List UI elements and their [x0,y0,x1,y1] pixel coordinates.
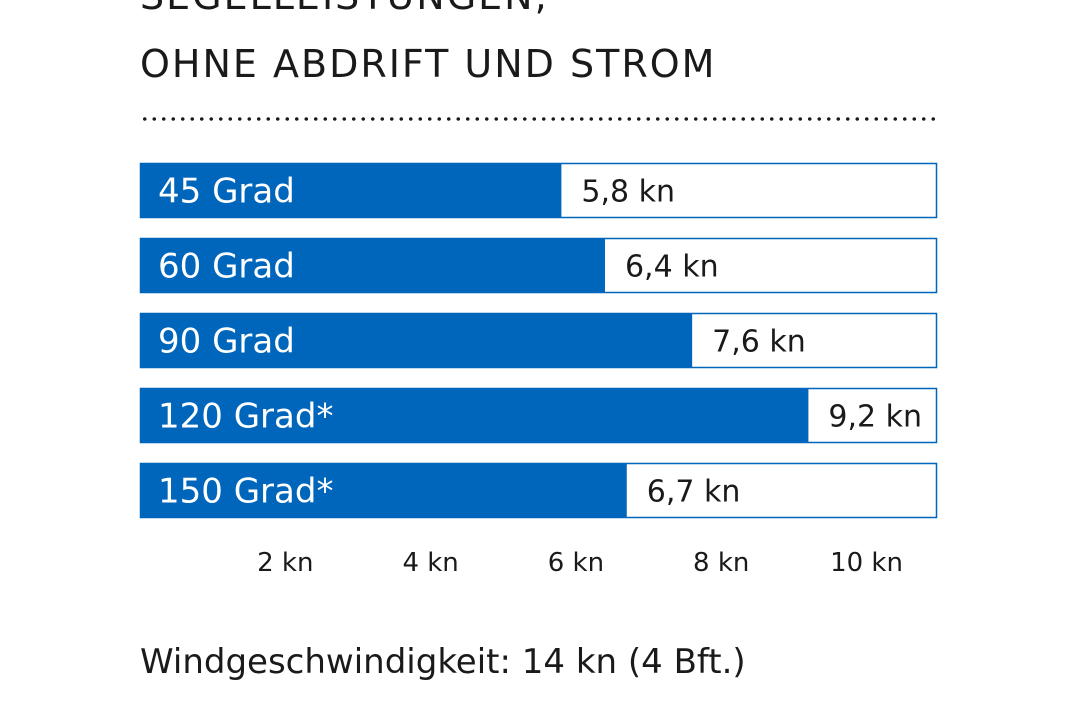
value-label: 6,4 kn [625,250,719,285]
x-tick-label: 4 kn [402,548,458,578]
bar-chart: 45 Grad 5,8 kn 60 Grad 6,4 kn 90 Grad 7,6 kn 1… [139,162,938,578]
value-label: 7,6 kn [712,325,806,360]
dotted-divider [140,116,940,122]
bar [140,163,562,218]
bar [140,388,809,443]
x-tick-label: 8 kn [693,548,749,578]
bar [140,463,627,518]
value-label: 5,8 kn [581,175,675,210]
category-label: 120 Grad* [158,397,333,437]
bar [140,238,605,293]
category-label: 45 Grad [158,172,295,212]
chart-title-line-1: SEGELLEISTUNGEN, [140,0,549,18]
x-tick-label: 10 kn [830,548,903,578]
x-tick-label: 6 kn [548,548,604,578]
value-label: 9,2 kn [828,400,922,435]
value-label: 6,7 kn [647,475,741,510]
category-label: 90 Grad [158,322,295,362]
bar [140,313,693,368]
chart-title-line-2: OHNE ABDRIFT UND STROM [140,42,717,86]
category-label: 150 Grad* [158,472,333,512]
category-label: 60 Grad [158,247,295,287]
wind-speed-note: Windgeschwindigkeit: 14 kn (4 Bft.) [140,642,746,682]
x-tick-label: 2 kn [257,548,313,578]
